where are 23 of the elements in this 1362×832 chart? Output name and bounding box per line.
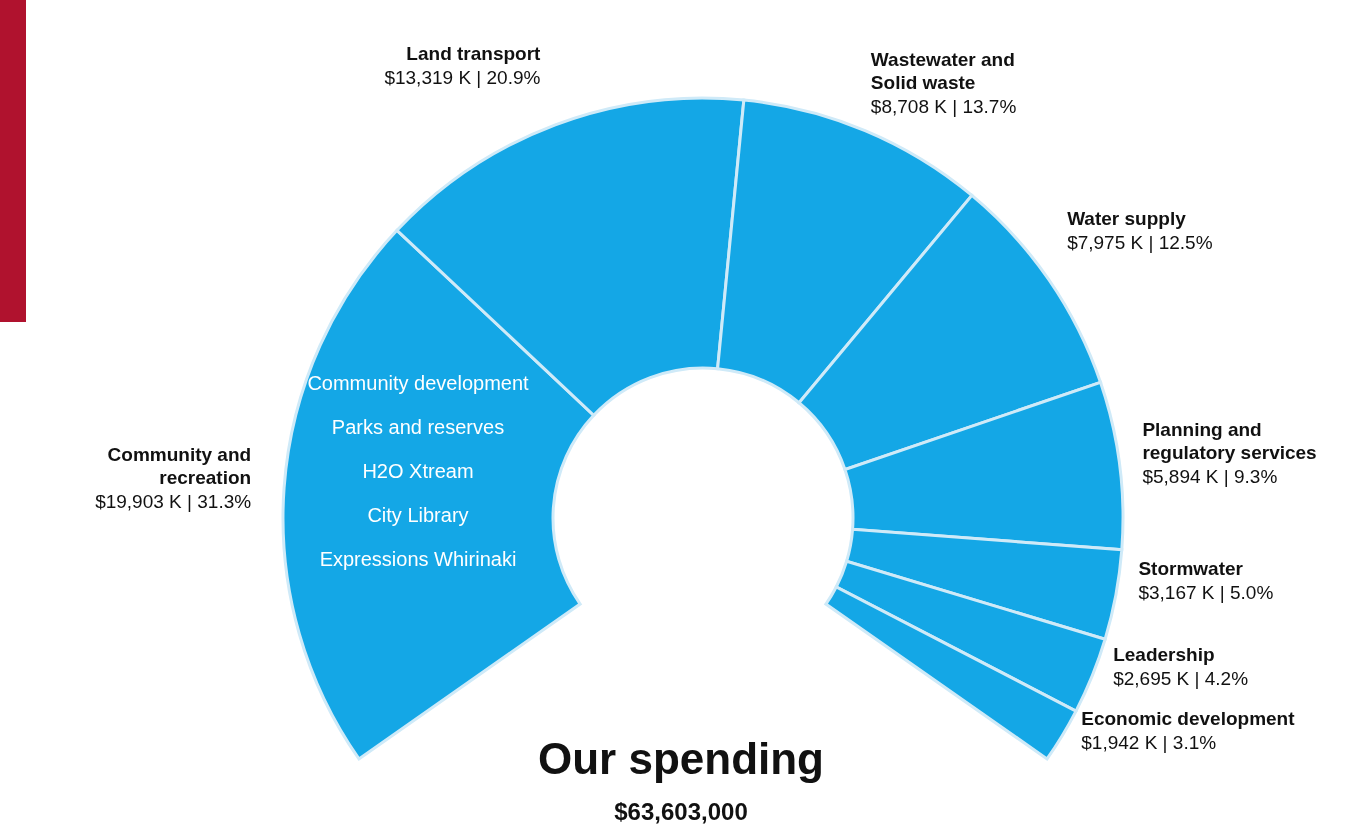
text: Expressions Whirinaki	[318, 548, 518, 571]
text: Our spending	[538, 734, 824, 783]
data-label: $2,695 K | 4.2%	[1113, 668, 1249, 690]
slice-label: Economic development	[1081, 707, 1296, 729]
data-label: $5,894 K | 9.3%	[1142, 466, 1278, 488]
data-label: $13,319 K | 20.9%	[384, 66, 541, 88]
text: $63,603,000	[613, 798, 749, 826]
slice-label: Water supply	[1067, 208, 1187, 230]
data-label: $7,975 K | 12.5%	[1067, 232, 1213, 254]
slice-label: Wastewater and Solid waste	[870, 48, 1015, 93]
text: Parks and reserves	[330, 416, 506, 439]
text: City Library	[366, 504, 470, 527]
data-label: $19,903 K | 31.3%	[95, 490, 252, 512]
slice-label: Planning and regulatory services	[1142, 419, 1317, 464]
data-label: $3,167 K | 5.0%	[1138, 582, 1274, 604]
text: H2O Xtream	[361, 460, 475, 483]
slice-label: Land transport	[406, 42, 542, 64]
data-label: $1,942 K | 3.1%	[1081, 731, 1217, 753]
text: Community development	[306, 372, 530, 395]
slice-label: Stormwater	[1138, 558, 1244, 580]
slice-label: Community and recreation	[107, 443, 252, 488]
slice-label: Leadership	[1113, 644, 1215, 666]
data-label: $8,708 K | 13.7%	[870, 95, 1017, 117]
